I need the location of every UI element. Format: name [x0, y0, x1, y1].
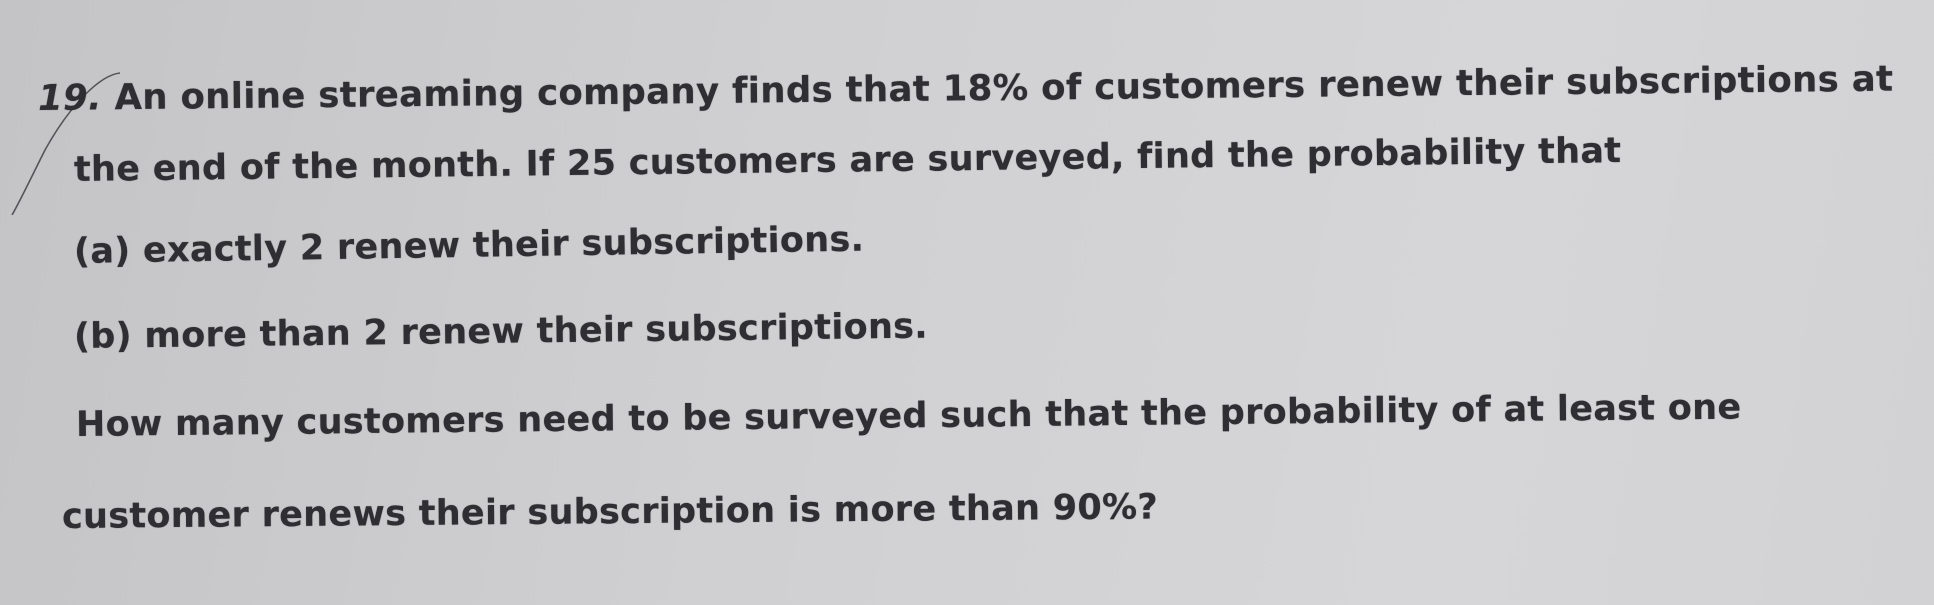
part-b: (b) more than 2 renew their subscription…: [73, 306, 929, 357]
question-line-2: customer renews their subscription is mo…: [61, 487, 1159, 537]
pen-mark: [11, 72, 121, 215]
problem-line-2: the end of the month. If 25 customers ar…: [73, 131, 1622, 190]
question-line-1: How many customers need to be surveyed s…: [75, 387, 1742, 445]
problem-line-1: 19. An online streaming company finds th…: [38, 59, 1894, 119]
part-a: (a) exactly 2 renew their subscriptions.: [73, 219, 865, 272]
problem-number: 19.: [37, 77, 103, 119]
problem-text: An online streaming company finds that 1…: [114, 58, 1894, 119]
